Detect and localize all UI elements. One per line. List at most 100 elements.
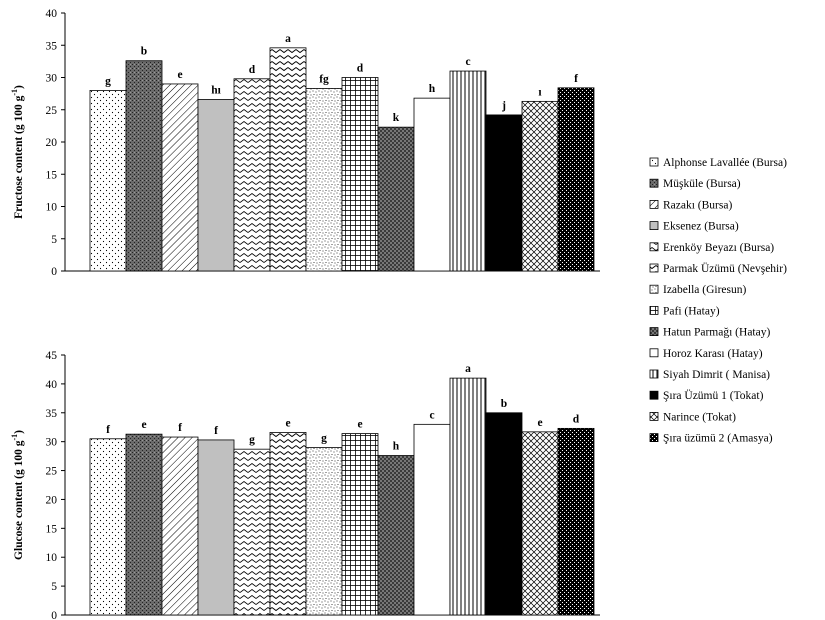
y-tick-label: 20 — [46, 494, 58, 506]
y-tick-label: 0 — [51, 266, 57, 278]
significance-letter: k — [393, 112, 400, 124]
legend-label: Narince (Tokat) — [663, 411, 736, 423]
fructose-chart: 0 5 10 15 20 25 30 35 40 Fructose content (g 100 … — [10, 8, 600, 278]
legend-item: Şıra üzümü 2 (Amasya) — [649, 433, 773, 445]
bar — [269, 47, 307, 272]
significance-letter: j — [501, 100, 506, 112]
legend: Alphonse Lavallée (Bursa) Müşküle (Bursa)… — [649, 157, 787, 445]
y-tick-label: 25 — [46, 105, 58, 117]
y-tick-label: 45 — [46, 350, 58, 362]
y-tick-label: 20 — [46, 137, 58, 149]
legend-item: Parmak Üzümü (Nevşehir) — [649, 261, 787, 275]
significance-letter: b — [141, 46, 147, 58]
bar — [233, 78, 271, 272]
bar — [125, 60, 163, 272]
legend-item: Hatun Parmağı (Hatay) — [649, 327, 770, 339]
bar — [161, 436, 199, 616]
bar — [341, 433, 379, 616]
bar — [557, 87, 595, 272]
legend-label: Razakı (Bursa) — [663, 199, 732, 211]
legend-swatch — [649, 242, 659, 252]
legend-item: Horoz Karası (Hatay) — [649, 348, 763, 360]
legend-label: Şıra Üzümü 1 (Tokat) — [663, 388, 764, 402]
y-tick-label: 10 — [46, 552, 58, 564]
significance-letter: f — [214, 425, 218, 437]
bar — [197, 99, 235, 272]
legend-label: Erenköy Beyazı (Bursa) — [663, 242, 774, 254]
bar — [521, 100, 559, 272]
legend-item: Siyah Dimrit ( Manisa) — [649, 369, 770, 381]
y-tick-label: 15 — [46, 169, 58, 181]
y-tick-label: 30 — [46, 73, 58, 85]
y-tick-label: 5 — [51, 234, 57, 246]
y-tick-label: 25 — [46, 466, 58, 478]
bar — [485, 412, 523, 616]
legend-swatch — [649, 411, 659, 421]
legend-swatch — [649, 305, 659, 315]
significance-letter: a — [465, 363, 471, 375]
y-tick-label: 30 — [46, 437, 58, 449]
significance-letter: a — [285, 33, 291, 45]
bar — [305, 88, 343, 272]
significance-letter: f — [106, 424, 110, 436]
significance-letter: e — [177, 69, 182, 81]
bar — [197, 439, 235, 616]
legend-swatch — [649, 390, 659, 400]
bar — [89, 90, 127, 272]
y-tick-label: 0 — [51, 610, 57, 620]
legend-swatch — [649, 199, 659, 209]
legend-swatch — [649, 348, 659, 358]
significance-letter: d — [357, 63, 364, 75]
bar — [233, 448, 271, 616]
significance-letter: b — [501, 398, 507, 410]
bar — [377, 126, 415, 272]
y-tick-label: 40 — [46, 8, 58, 20]
bar — [89, 438, 127, 616]
y-tick-label: 35 — [46, 40, 58, 52]
bar — [449, 377, 487, 616]
legend-item: Şıra Üzümü 1 (Tokat) — [649, 388, 764, 402]
legend-swatch — [649, 433, 659, 443]
y-tick-label: 5 — [51, 581, 57, 593]
bar — [341, 77, 379, 272]
significance-letter: h — [393, 441, 400, 453]
bar — [305, 447, 343, 616]
significance-letter: g — [321, 432, 327, 444]
significance-letter: hı — [211, 84, 221, 96]
legend-label: Şıra üzümü 2 (Amasya) — [663, 433, 773, 445]
significance-letter: f — [178, 422, 182, 434]
bar — [413, 97, 451, 272]
significance-letter: ı — [538, 86, 542, 98]
bar — [449, 70, 487, 272]
legend-item: Pafi (Hatay) — [649, 305, 720, 317]
bar — [413, 423, 451, 616]
y-tick-label: 40 — [46, 379, 58, 391]
significance-letter: f — [574, 73, 578, 85]
significance-letter: e — [537, 417, 542, 429]
legend-swatch — [649, 157, 659, 167]
legend-label: Izabella (Giresun) — [663, 284, 747, 296]
legend-item: Müşküle (Bursa) — [649, 178, 741, 190]
legend-item: Razakı (Bursa) — [649, 199, 732, 211]
legend-item: Narince (Tokat) — [649, 411, 736, 423]
legend-label: Parmak Üzümü (Nevşehir) — [663, 261, 787, 275]
significance-letter: d — [573, 413, 580, 425]
significance-letter: e — [141, 419, 146, 431]
legend-item: Erenköy Beyazı (Bursa) — [649, 242, 774, 254]
bar — [557, 427, 595, 616]
legend-item: Eksenez (Bursa) — [649, 221, 739, 233]
legend-swatch — [649, 263, 659, 273]
y-axis-label: Fructose content (g 100 g-1) — [10, 85, 25, 219]
legend-label: Siyah Dimrit ( Manisa) — [663, 369, 770, 381]
legend-swatch — [649, 221, 659, 231]
significance-letter: d — [249, 64, 256, 76]
bar — [125, 433, 163, 616]
legend-label: Alphonse Lavallée (Bursa) — [663, 157, 787, 169]
legend-label: Hatun Parmağı (Hatay) — [663, 327, 770, 339]
significance-letter: h — [429, 83, 436, 95]
y-tick-label: 35 — [46, 408, 58, 420]
significance-letter: e — [357, 419, 362, 431]
legend-swatch — [649, 327, 659, 337]
bar — [377, 455, 415, 616]
